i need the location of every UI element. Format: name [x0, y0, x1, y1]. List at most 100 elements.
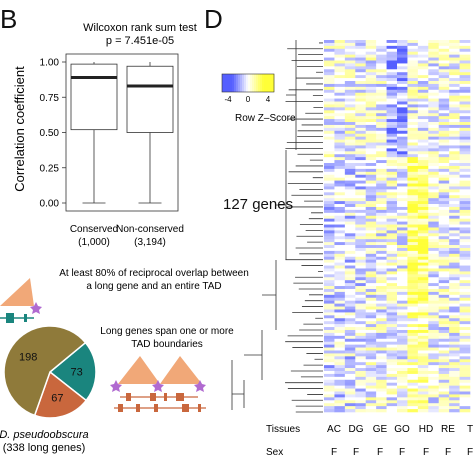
tissues-header: Tissues: [266, 424, 300, 435]
heatmap-cell: [355, 394, 367, 398]
heatmap-cell: [386, 256, 398, 260]
dendrogram-branches: [231, 40, 323, 413]
heatmap-cell: [407, 350, 419, 354]
heatmap-cell: [324, 89, 335, 94]
heatmap-cell: [449, 78, 460, 82]
heatmap-cell: [376, 171, 387, 176]
heatmap-cell: [438, 327, 450, 331]
heatmap-cell: [365, 403, 377, 407]
heatmap-cell: [428, 189, 440, 193]
heatmap-cell: [438, 81, 450, 85]
heatmap-cell: [386, 215, 398, 219]
heatmap-cell: [344, 139, 356, 143]
heatmap-cell: [397, 321, 408, 325]
heatmap-cell: [459, 104, 471, 108]
heatmap-cell: [344, 370, 356, 375]
overlap-text-2: a long gene and an entire TAD: [86, 281, 221, 292]
heatmap-cell: [417, 95, 429, 99]
heatmap-cell: [397, 110, 408, 114]
heatmap-cell: [407, 212, 419, 217]
heatmap-cell: [417, 362, 429, 366]
heatmap-cell: [365, 95, 377, 99]
heatmap-cell: [417, 89, 429, 94]
heatmap-cell: [324, 63, 335, 67]
heatmap-cell: [344, 286, 356, 290]
heatmap-cell: [438, 116, 450, 120]
heatmap-cell: [334, 368, 346, 372]
heatmap-cell: [386, 171, 398, 176]
heatmap-cell: [344, 133, 356, 137]
box-cat-0: Conserved: [70, 224, 118, 235]
heatmap-cell: [324, 376, 335, 381]
heatmap-cell: [355, 359, 367, 363]
heatmap-cell: [459, 157, 471, 161]
heatmap-cell: [407, 42, 419, 47]
heatmap-cell: [449, 368, 460, 372]
heatmap-cell: [324, 365, 335, 369]
heatmap-cell: [355, 373, 367, 378]
span-text-1: Long genes span one or more: [100, 326, 234, 337]
heatmap-cell: [324, 180, 335, 184]
heatmap-cell: [438, 312, 450, 316]
heatmap-cell: [459, 209, 471, 214]
heatmap-cell: [407, 201, 419, 205]
heatmap-cell: [386, 186, 398, 190]
heatmap-cell: [407, 318, 419, 322]
heatmap-cell: [386, 139, 398, 143]
heatmap-cell: [376, 259, 387, 263]
heatmap-cell: [397, 145, 408, 149]
heatmap-cell: [365, 379, 377, 384]
heatmap-cell: [459, 365, 471, 369]
heatmap-cell: [397, 116, 408, 120]
heatmap-cell: [438, 142, 450, 146]
heatmap-cell: [386, 95, 398, 99]
heatmap-cell: [344, 83, 356, 88]
heatmap-cell: [428, 338, 440, 343]
heatmap-cell: [407, 127, 419, 132]
heatmap-cell: [459, 40, 471, 44]
heatmap-cell: [459, 376, 471, 381]
heatmap-cell: [355, 86, 367, 91]
heatmap-cell: [386, 388, 398, 392]
heatmap-cell: [438, 406, 450, 410]
heatmap-cell: [386, 218, 398, 222]
heatmap-cell: [334, 98, 346, 102]
heatmap-cell: [334, 403, 346, 407]
heatmap-cell: [407, 66, 419, 70]
heatmap-cell: [397, 256, 408, 260]
heatmap-cell: [334, 253, 346, 258]
heatmap-cell: [355, 124, 367, 129]
heatmap-cell: [407, 265, 419, 269]
heatmap-cell: [438, 189, 450, 193]
heatmap-cell: [344, 54, 356, 58]
heatmap-cell: [407, 63, 419, 67]
heatmap-cell: [428, 368, 440, 372]
heatmap-cell: [459, 265, 471, 269]
heatmap-cell: [355, 195, 367, 199]
heatmap-cell: [428, 359, 440, 363]
heatmap-cell: [386, 247, 398, 252]
heatmap-cell: [438, 48, 450, 53]
heatmap-cell: [324, 344, 335, 348]
heatmap-cell: [428, 353, 440, 357]
exon-block: [198, 404, 201, 412]
heatmap-cell: [376, 224, 387, 228]
heatmap-cell: [459, 189, 471, 193]
heatmap-cell: [355, 218, 367, 222]
heatmap-cell: [386, 60, 398, 64]
heatmap-cell: [417, 253, 429, 258]
heatmap-cell: [428, 239, 440, 243]
heatmap-cell: [376, 124, 387, 129]
heatmap-cell: [376, 239, 387, 243]
heatmap-cell: [459, 218, 471, 222]
heatmap-cell: [365, 370, 377, 375]
heatmap-cell: [365, 98, 377, 102]
heatmap-cell: [324, 391, 335, 395]
heatmap-cell: [449, 42, 460, 47]
heatmap-cell: [407, 242, 419, 246]
heatmap-cell: [417, 165, 429, 170]
box-count-1: (3,194): [134, 237, 166, 248]
heatmap-cell: [386, 66, 398, 70]
heatmap-cell: [344, 247, 356, 252]
heatmap-cell: [407, 189, 419, 193]
